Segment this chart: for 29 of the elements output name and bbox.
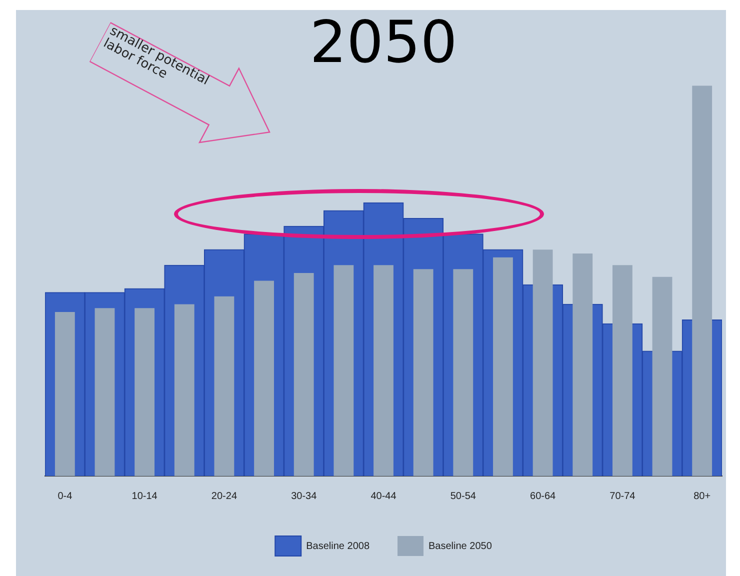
bar xyxy=(134,308,155,476)
x-tick-label: 20-24 xyxy=(211,490,238,502)
bar xyxy=(174,304,194,476)
bar xyxy=(374,265,394,476)
bar xyxy=(334,265,354,476)
x-tick-label: 10-14 xyxy=(132,490,158,502)
bar xyxy=(532,250,553,476)
bar xyxy=(294,272,314,476)
x-tick-label: 30-34 xyxy=(291,490,318,502)
x-tick-label: 60-64 xyxy=(530,490,556,502)
bar xyxy=(413,269,434,476)
bar xyxy=(54,312,75,476)
legend-label: Baseline 2050 xyxy=(428,540,492,552)
bar xyxy=(493,257,513,476)
x-tick-label: 50-54 xyxy=(450,490,476,502)
bar xyxy=(254,280,274,476)
bar xyxy=(94,308,115,476)
x-tick-label: 70-74 xyxy=(610,490,636,502)
legend-label: Baseline 2008 xyxy=(306,540,370,552)
x-tick-label: 40-44 xyxy=(370,490,397,502)
bar xyxy=(612,265,632,476)
bar xyxy=(572,253,593,476)
bar xyxy=(692,86,712,476)
x-tick-label: 80+ xyxy=(694,490,711,502)
bar xyxy=(214,296,234,476)
chart-title: 2050 xyxy=(310,8,458,76)
bar xyxy=(652,276,672,476)
bar xyxy=(453,269,474,476)
x-tick-label: 0-4 xyxy=(58,490,73,502)
